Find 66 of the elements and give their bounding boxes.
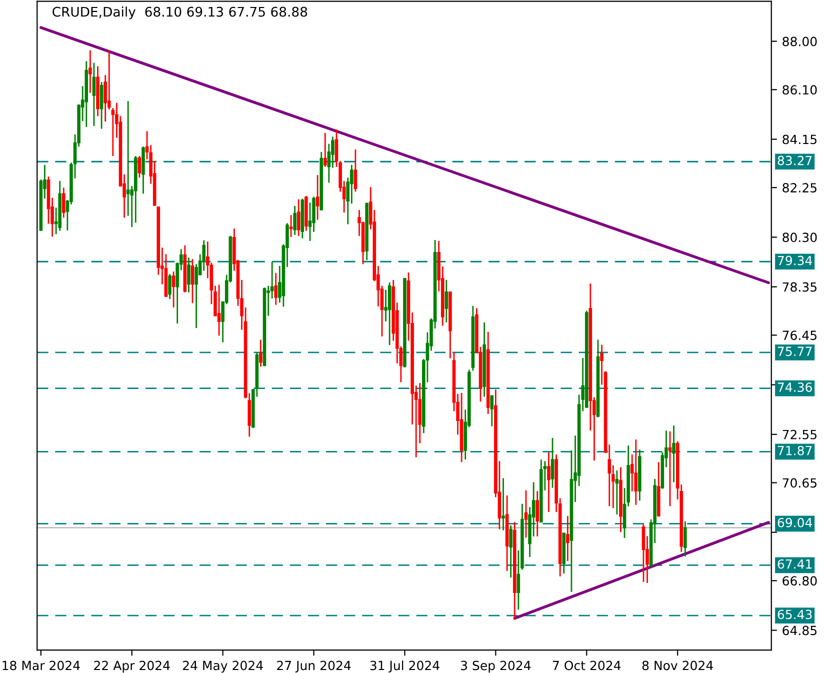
ref-line-label: 75.77 [778, 346, 812, 356]
ref-line-label: 71.87 [778, 446, 812, 456]
candlestick [444, 279, 448, 324]
candlestick [88, 50, 92, 94]
ref-line-label: 65.43 [778, 610, 812, 620]
candlestick [642, 524, 646, 583]
chart-title: CRUDE,Daily 68.10 69.13 67.75 68.88 [52, 6, 308, 20]
candlestick [187, 256, 190, 294]
x-tick-label: 8 Nov 2024 [642, 660, 713, 670]
candlestick [217, 284, 221, 336]
candlestick [388, 282, 392, 346]
candlestick [509, 524, 512, 578]
y-tick-label: 82.25 [782, 183, 816, 193]
candlestick [202, 240, 206, 272]
candlestick [190, 258, 194, 304]
ref-line-label: 69.04 [778, 518, 812, 528]
candlestick [316, 174, 320, 221]
candlestick [490, 395, 494, 427]
x-tick-label: 3 Sep 2024 [460, 660, 531, 673]
y-tick-label: 76.45 [782, 330, 816, 340]
candlestick [172, 270, 176, 308]
candlestick [672, 424, 676, 483]
candlestick [684, 520, 687, 558]
candlestick [293, 205, 296, 236]
candlestick [668, 430, 672, 507]
y-tick-label: 72.55 [782, 430, 816, 440]
candlestick [289, 214, 293, 238]
y-tick-label: 80.30 [782, 232, 817, 242]
candlestick [524, 490, 528, 538]
candlestick [634, 438, 638, 506]
x-tick-label: 22 Apr 2024 [94, 660, 170, 673]
candlestick [547, 451, 550, 513]
candlestick [111, 107, 115, 157]
y-tick-label: 70.65 [782, 478, 816, 488]
candlestick [502, 477, 505, 531]
candlestick [354, 148, 358, 192]
y-tick-label: 86.10 [782, 85, 817, 95]
x-tick-label: 7 Oct 2024 [552, 660, 621, 670]
y-tick-label: 64.85 [782, 626, 816, 636]
y-tick-label: 66.80 [782, 576, 817, 586]
candlestick [274, 272, 278, 306]
ref-line-label: 83.27 [778, 156, 812, 166]
candlestick [536, 490, 540, 538]
candlestick [566, 515, 570, 562]
candlestick [615, 470, 619, 516]
candlestick [323, 132, 327, 168]
candlestick [259, 339, 262, 368]
candlestick [168, 273, 172, 300]
ref-line-label: 74.36 [778, 382, 812, 392]
candlestick [126, 100, 130, 217]
candlestick [296, 198, 300, 237]
x-tick-label: 24 May 2024 [182, 660, 263, 673]
candlestick [100, 81, 104, 130]
candlestick [550, 437, 554, 488]
y-tick-label: 78.35 [782, 282, 816, 292]
y-tick-label: 84.15 [782, 134, 816, 144]
candlestick [92, 62, 96, 127]
x-tick-label: 18 Mar 2024 [2, 660, 80, 670]
ref-line-label: 67.41 [778, 559, 812, 569]
ref-line-label: 79.34 [778, 256, 812, 266]
candlestick [62, 186, 66, 218]
candlestick [138, 155, 142, 178]
x-tick-label: 31 Jul 2024 [370, 660, 440, 673]
candlestick [194, 263, 198, 329]
x-tick-label: 27 Jun 2024 [277, 660, 351, 673]
y-tick-label: 88.00 [782, 36, 817, 46]
